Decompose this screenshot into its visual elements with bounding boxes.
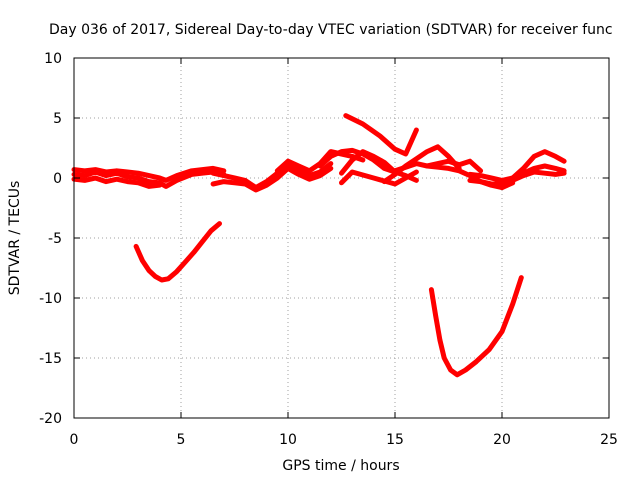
y-tick-label: 0: [53, 171, 62, 187]
data-series: [71, 113, 567, 378]
chart-title: Day 036 of 2017, Sidereal Day-to-day VTE…: [49, 22, 613, 38]
series-track-m: [424, 158, 484, 174]
series-track-g: [317, 147, 398, 175]
x-tick-label: 5: [177, 432, 186, 448]
x-tick-label: 0: [70, 432, 79, 448]
x-tick-label: 10: [279, 432, 297, 448]
x-tick-label: 25: [600, 432, 618, 448]
series-dip-1: [133, 221, 222, 283]
y-tick-label: 5: [53, 111, 62, 127]
x-axis-label: GPS time / hours: [282, 458, 399, 474]
y-tick-label: -5: [48, 231, 62, 247]
y-tick-label: -15: [39, 351, 62, 367]
series-track-c: [71, 175, 163, 189]
series-track-p: [499, 169, 567, 191]
series-track-b: [71, 165, 227, 183]
series-track-e: [210, 165, 334, 193]
axis-ticks: 0 5 10 15 20 25 -20 -15 -10 -5 0 5 10: [39, 51, 618, 448]
series-track-k: [381, 144, 462, 185]
series-track-d: [210, 161, 334, 191]
x-tick-label: 15: [386, 432, 404, 448]
series-dip-2: [428, 275, 524, 378]
y-tick-label: -20: [39, 411, 62, 427]
y-axis-label: SDTVAR / TECUs: [7, 181, 23, 296]
y-tick-label: 10: [44, 51, 62, 67]
series-track-h: [339, 149, 419, 183]
x-tick-label: 20: [493, 432, 511, 448]
series-track-a: [71, 169, 227, 189]
series-track-j: [343, 113, 419, 157]
grid-lines: [74, 58, 609, 418]
y-tick-label: -10: [39, 291, 62, 307]
